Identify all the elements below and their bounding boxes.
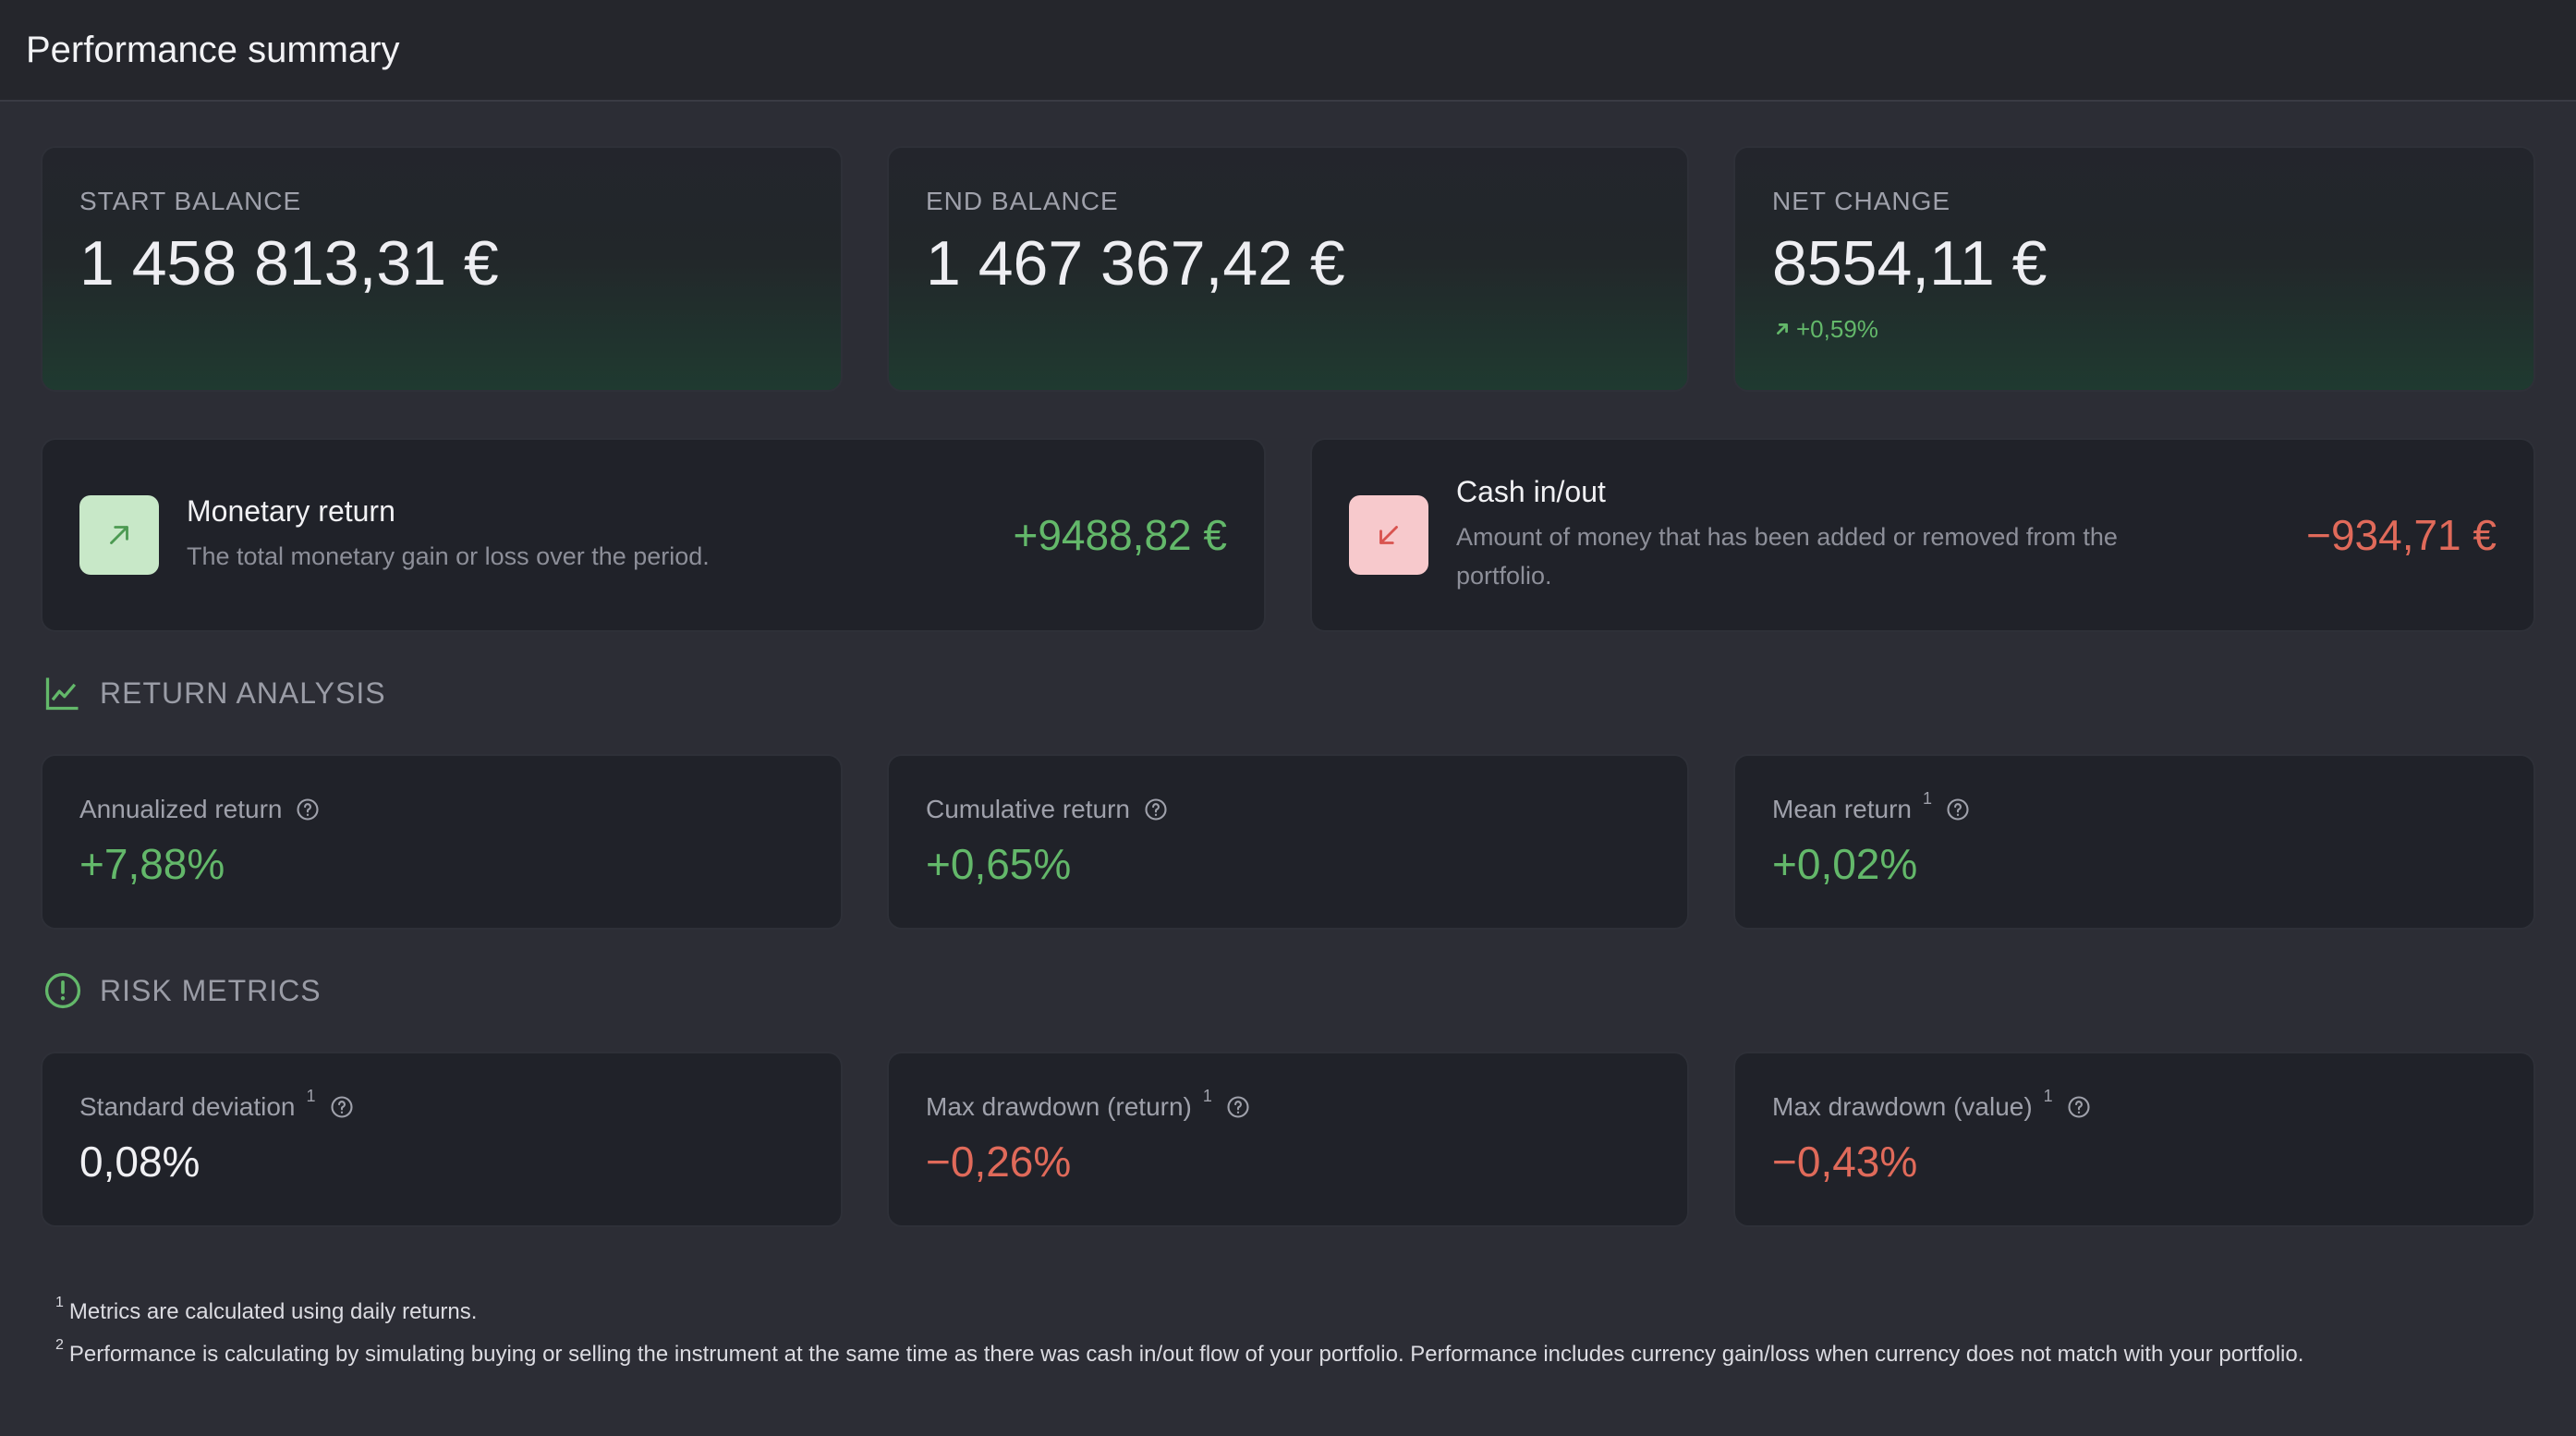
- max-drawdown-return-label: Max drawdown (return) 1: [926, 1087, 1650, 1122]
- cash-flow-value: −934,71 €: [2306, 511, 2497, 559]
- footnote-marker: 1: [1202, 1086, 1212, 1105]
- balance-row: START BALANCE 1 458 813,31 € END BALANCE…: [41, 146, 2535, 392]
- footnote-mark: 1: [55, 1295, 64, 1310]
- arrow-up-right-icon: [110, 526, 128, 544]
- footnote-text: Performance is calculating by simulating…: [68, 1342, 2304, 1367]
- cumulative-return-label-text: Cumulative return: [926, 795, 1130, 823]
- net-change-label: NET CHANGE: [1772, 187, 1951, 215]
- net-change-percent-text: +0,59%: [1796, 314, 1878, 343]
- standard-deviation-value: 0,08%: [79, 1138, 200, 1186]
- footnote-text: Metrics are calculated using daily retur…: [68, 1299, 478, 1324]
- line-chart-icon: [45, 677, 79, 711]
- monetary-return-icon-box: [79, 495, 159, 575]
- return-analysis-header: RETURN ANALYSIS: [41, 673, 2535, 713]
- standard-deviation-card: Standard deviation 1 0,08%: [41, 1052, 843, 1227]
- start-balance-value: 1 458 813,31 €: [79, 228, 499, 298]
- start-balance-label: START BALANCE: [79, 187, 302, 215]
- cash-flow-title: Cash in/out: [1456, 474, 1606, 508]
- mean-return-value: +0,02%: [1772, 840, 1918, 888]
- net-change-card: NET CHANGE 8554,11 € +0,59%: [1733, 146, 2535, 392]
- monetary-return-text: Monetary return The total monetary gain …: [187, 494, 985, 577]
- monetary-return-value: +9488,82 €: [1013, 511, 1227, 559]
- flow-row: Monetary return The total monetary gain …: [41, 438, 2535, 632]
- start-balance-card: START BALANCE 1 458 813,31 €: [41, 146, 843, 392]
- monetary-return-description: The total monetary gain or loss over the…: [187, 542, 710, 570]
- max-drawdown-value-label: Max drawdown (value) 1: [1772, 1087, 2497, 1122]
- arrow-up-right-icon: [1777, 323, 1788, 335]
- max-drawdown-value-label-text: Max drawdown (value): [1772, 1092, 2033, 1121]
- footnote-item: 2 Performance is calculating by simulatin…: [55, 1331, 2535, 1373]
- cash-flow-text: Cash in/out Amount of money that has bee…: [1456, 475, 2278, 596]
- footnote-item: 1 Metrics are calculated using daily retu…: [55, 1288, 2535, 1331]
- max-drawdown-return-card: Max drawdown (return) 1 −0,26%: [887, 1052, 1689, 1227]
- help-icon[interactable]: [1945, 797, 1971, 822]
- standard-deviation-label-text: Standard deviation: [79, 1092, 296, 1121]
- mean-return-label: Mean return 1: [1772, 789, 2497, 824]
- return-analysis-row: Annualized return +7,88% Cumulative retu…: [41, 754, 2535, 930]
- max-drawdown-value-card: Max drawdown (value) 1 −0,43%: [1733, 1052, 2535, 1227]
- page-title: Performance summary: [26, 29, 400, 70]
- alert-circle-icon: [44, 972, 81, 1009]
- help-icon[interactable]: [295, 797, 321, 822]
- cash-flow-description: Amount of money that has been added or r…: [1456, 522, 2118, 590]
- end-balance-value: 1 467 367,42 €: [926, 228, 1345, 298]
- help-icon[interactable]: [329, 1094, 355, 1120]
- standard-deviation-label: Standard deviation 1: [79, 1087, 804, 1122]
- help-icon[interactable]: [1143, 797, 1169, 822]
- help-icon[interactable]: [1225, 1094, 1251, 1120]
- mean-return-label-text: Mean return: [1772, 795, 1912, 823]
- max-drawdown-return-label-text: Max drawdown (return): [926, 1092, 1192, 1121]
- footnote-mark: 2: [55, 1337, 64, 1353]
- end-balance-card: END BALANCE 1 467 367,42 €: [887, 146, 1689, 392]
- max-drawdown-return-value: −0,26%: [926, 1138, 1072, 1186]
- help-icon[interactable]: [2066, 1094, 2092, 1120]
- footnotes: 1 Metrics are calculated using daily retu…: [41, 1288, 2535, 1373]
- risk-metrics-header: RISK METRICS: [41, 970, 2535, 1011]
- main-content: START BALANCE 1 458 813,31 € END BALANCE…: [0, 102, 2576, 1373]
- page-header: Performance summary: [0, 0, 2576, 102]
- cash-flow-icon-box: [1349, 495, 1428, 575]
- max-drawdown-value-value: −0,43%: [1772, 1138, 1918, 1186]
- footnote-marker: 1: [1922, 788, 1932, 808]
- arrow-down-left-icon: [1379, 526, 1398, 544]
- cumulative-return-card: Cumulative return +0,65%: [887, 754, 1689, 930]
- cash-flow-card: Cash in/out Amount of money that has bee…: [1310, 438, 2535, 632]
- annualized-return-label-text: Annualized return: [79, 795, 283, 823]
- net-change-percent: +0,59%: [1772, 315, 2497, 344]
- annualized-return-label: Annualized return: [79, 795, 804, 824]
- annualized-return-value: +7,88%: [79, 840, 225, 888]
- mean-return-card: Mean return 1 +0,02%: [1733, 754, 2535, 930]
- footnote-marker: 1: [2043, 1086, 2053, 1105]
- return-analysis-title: RETURN ANALYSIS: [100, 675, 386, 710]
- annualized-return-card: Annualized return +7,88%: [41, 754, 843, 930]
- end-balance-label: END BALANCE: [926, 187, 1119, 215]
- risk-metrics-title: RISK METRICS: [100, 973, 322, 1007]
- risk-metrics-row: Standard deviation 1 0,08% Max drawdown …: [41, 1052, 2535, 1227]
- cumulative-return-value: +0,65%: [926, 840, 1072, 888]
- monetary-return-card: Monetary return The total monetary gain …: [41, 438, 1266, 632]
- net-change-value: 8554,11 €: [1772, 228, 2047, 298]
- cumulative-return-label: Cumulative return: [926, 795, 1650, 824]
- footnote-marker: 1: [306, 1086, 316, 1105]
- monetary-return-title: Monetary return: [187, 493, 395, 528]
